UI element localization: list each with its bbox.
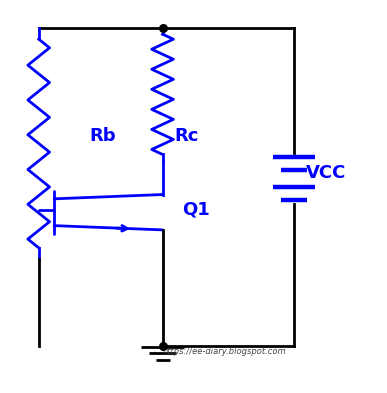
Text: VCC: VCC (306, 164, 346, 182)
Text: Rc: Rc (174, 127, 199, 145)
Text: Rb: Rb (89, 127, 116, 145)
Text: https://ee-diary.blogspot.com: https://ee-diary.blogspot.com (163, 347, 286, 356)
Text: Q1: Q1 (182, 200, 210, 218)
